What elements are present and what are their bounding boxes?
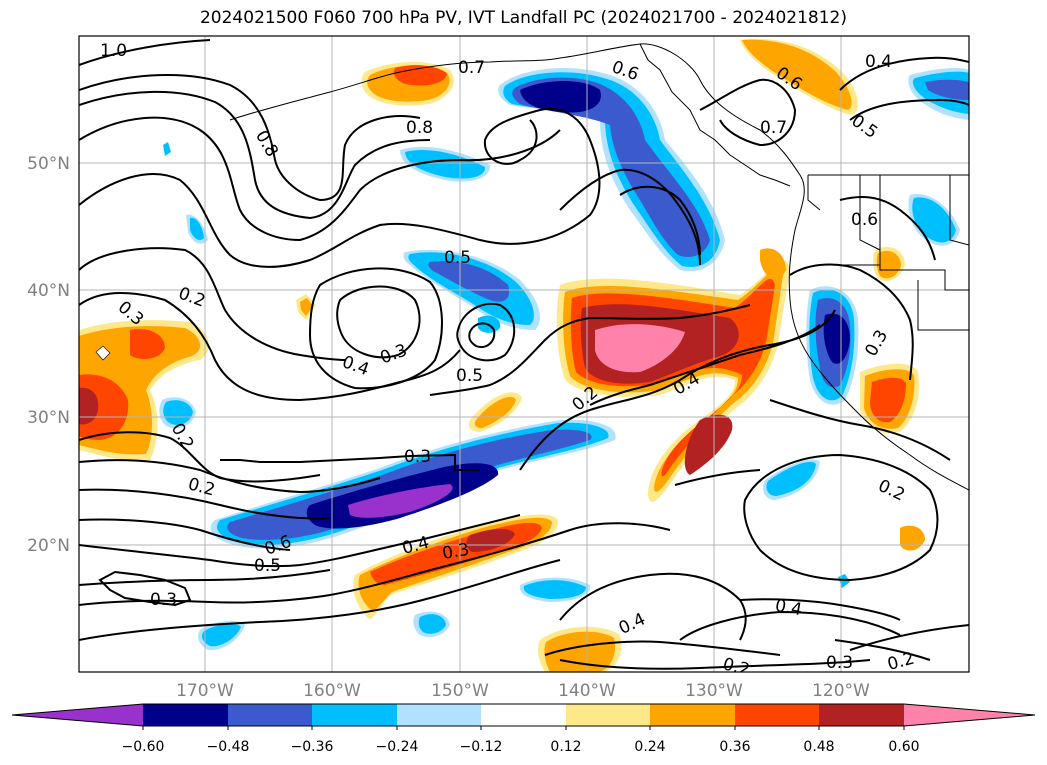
contour-label: 0.2 [885,649,916,675]
colorbar-segment [481,704,566,726]
lat-label: 40°N [27,281,70,301]
colorbar-tick-label: 0.12 [550,739,581,755]
contour-label: 0.4 [773,596,803,620]
map-panel: 1.0 0.8 0.7 0.6 0.8 0.7 0.6 0.4 0.5 0.6 … [79,36,969,680]
map-title: 2024021500 F060 700 hPa PV, IVT Landfall… [199,8,847,28]
colorbar-tick-label: −0.60 [122,739,165,755]
contour-label: 1.0 [100,41,127,61]
lon-label: 130°W [685,681,743,701]
negative-shading [95,67,969,651]
colorbar-tick-label: 0.24 [634,739,665,755]
colorbar-segment [143,704,228,726]
contour-label: 0.5 [456,366,483,386]
lon-label: 140°W [558,681,616,701]
lat-label: 20°N [27,536,70,556]
contour-label: 0.7 [458,58,485,78]
colorbar-segment [735,704,819,726]
contour-label: 0.3 [826,653,853,673]
colorbar-tick-label: −0.36 [291,739,334,755]
colorbar-tick-label: 0.60 [888,739,919,755]
contour-label: 0.3 [150,590,177,610]
colorbar-extend-high [904,704,1035,726]
lon-label: 160°W [303,681,361,701]
positive-shading [79,38,925,672]
contour-label: 0.8 [406,118,433,138]
pv-contours [79,39,969,670]
contour-label: 0.3 [404,447,431,467]
colorbar-tick-label: 0.48 [803,739,834,755]
map-frame [78,35,970,673]
colorbar-segments [11,703,1036,730]
contour-label: 0.2 [721,654,752,680]
colorbar-segment [312,704,397,726]
lat-labels: 50°N 40°N 30°N 20°N [27,154,70,556]
contour-label: 0.5 [444,248,471,268]
colorbar-segment [228,704,312,726]
contour-label: 0.3 [441,540,471,564]
colorbar-tick-label: −0.48 [207,739,250,755]
colorbar-segment [819,704,904,726]
colorbar-tick-label: −0.24 [376,739,419,755]
contour-label: 0.7 [760,118,787,138]
colorbar-segment [397,704,481,726]
contour-label: 0.6 [851,210,878,230]
lon-label: 170°W [176,681,234,701]
colorbar-segment [650,704,735,726]
coastlines [229,43,969,491]
colorbar-segment [566,704,650,726]
colorbar-tick-label: 0.36 [719,739,750,755]
colorbar-ticks: −0.60 −0.48 −0.36 −0.24 −0.12 0.12 0.24 … [122,739,920,755]
lon-labels: 170°W 160°W 150°W 140°W 130°W 120°W [176,681,870,701]
colorbar-extend-low [12,704,143,726]
lon-label: 150°W [431,681,489,701]
contour-label: 0.4 [865,52,892,72]
lat-label: 30°N [27,408,70,428]
lat-label: 50°N [27,154,70,174]
colorbar-tick-label: −0.12 [460,739,503,755]
contour-label: 0.5 [254,556,281,576]
lon-label: 120°W [812,681,870,701]
